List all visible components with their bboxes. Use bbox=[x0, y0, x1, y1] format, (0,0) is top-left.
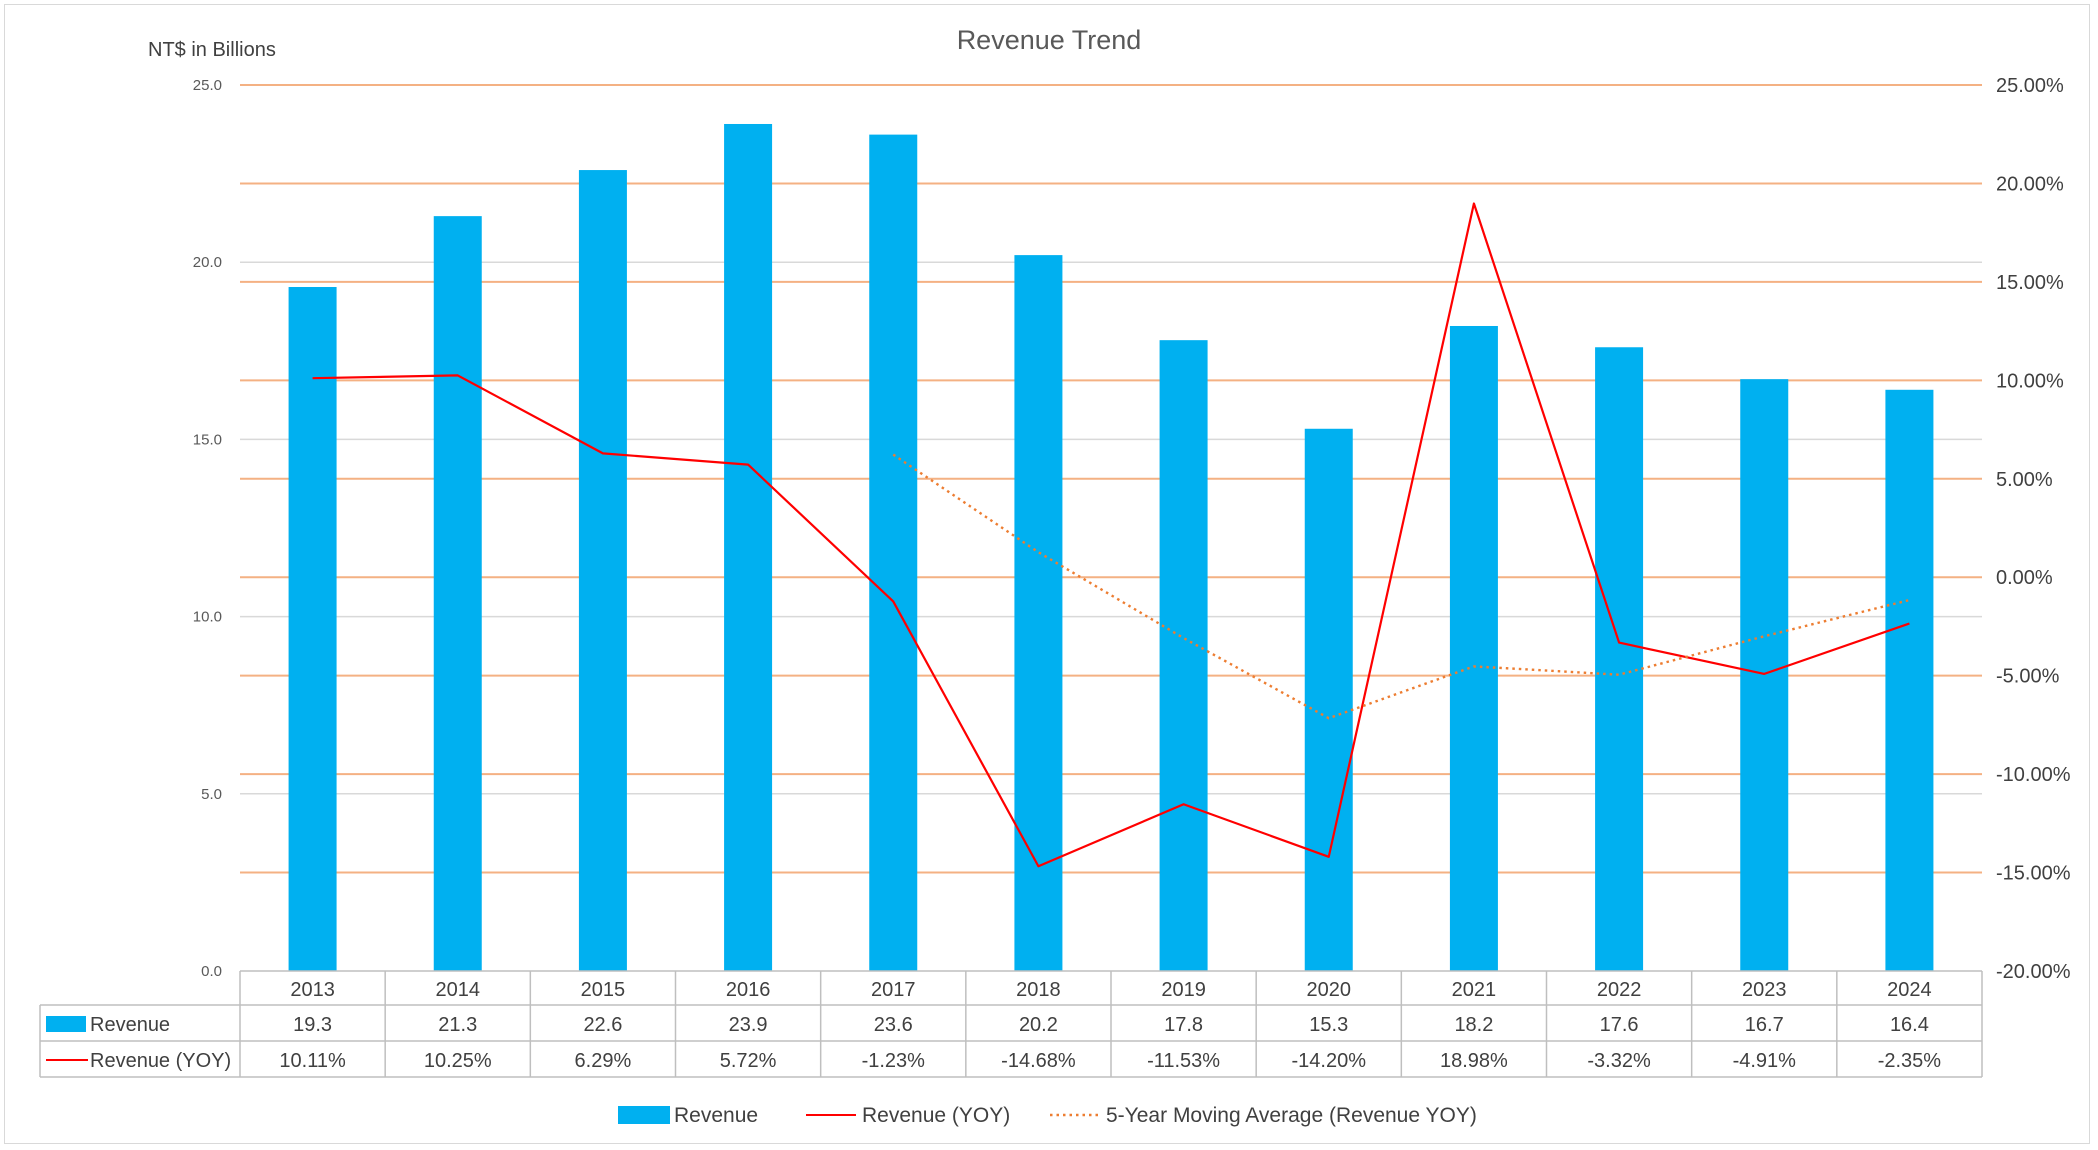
left-tick-label: 0.0 bbox=[201, 963, 222, 980]
revenue-value: 15.3 bbox=[1309, 1014, 1348, 1036]
yoy-lines bbox=[312, 202, 1910, 868]
right-tick-label: -5.00% bbox=[1996, 666, 2060, 688]
moving-average-line bbox=[892, 453, 1910, 720]
right-tick-label: 10.00% bbox=[1996, 370, 2064, 392]
right-tick-label: -20.00% bbox=[1996, 961, 2071, 983]
yoy-value: -4.91% bbox=[1733, 1050, 1797, 1072]
yoy-value: 18.98% bbox=[1440, 1050, 1508, 1072]
yoy-row-label: Revenue (YOY) bbox=[90, 1050, 231, 1072]
revenue-value: 17.8 bbox=[1164, 1014, 1203, 1036]
category-label: 2022 bbox=[1597, 979, 1642, 1001]
revenue-bar bbox=[724, 123, 773, 971]
revenue-bar bbox=[1885, 389, 1934, 971]
category-label: 2023 bbox=[1742, 979, 1787, 1001]
revenue-bars bbox=[288, 123, 1934, 972]
right-tick-label: -15.00% bbox=[1996, 863, 2071, 885]
revenue-bar bbox=[433, 216, 482, 972]
chart-frame bbox=[4, 4, 2090, 1144]
yoy-value: 6.29% bbox=[575, 1050, 632, 1072]
left-axis-title: NT$ in Billions bbox=[148, 39, 276, 61]
category-label: 2014 bbox=[436, 979, 481, 1001]
left-tick-label: 20.0 bbox=[193, 254, 222, 271]
right-tick-label: 20.00% bbox=[1996, 173, 2064, 195]
yoy-value: -1.23% bbox=[862, 1050, 926, 1072]
category-label: 2020 bbox=[1307, 979, 1352, 1001]
yoy-value: 10.25% bbox=[424, 1050, 492, 1072]
yoy-value: -11.53% bbox=[1147, 1050, 1220, 1072]
axes: 0.0 5.0 10.0 15.0 20.0 25.0 -20.00% -15.00% -10.… bbox=[193, 75, 2071, 983]
left-tick-label: 25.0 bbox=[193, 77, 222, 94]
revenue-value: 23.6 bbox=[874, 1014, 913, 1036]
category-label: 2016 bbox=[726, 979, 771, 1001]
revenue-value: 23.9 bbox=[729, 1014, 768, 1036]
category-label: 2013 bbox=[290, 979, 335, 1001]
left-tick-label: 10.0 bbox=[193, 609, 222, 626]
category-label: 2017 bbox=[871, 979, 916, 1001]
category-label: 2018 bbox=[1016, 979, 1061, 1001]
chart-title: Revenue Trend bbox=[957, 25, 1142, 55]
revenue-bar bbox=[288, 287, 337, 971]
revenue-value: 22.6 bbox=[583, 1014, 622, 1036]
yoy-value: 5.72% bbox=[720, 1050, 777, 1072]
revenue-bar bbox=[578, 170, 627, 971]
revenue-value: 16.7 bbox=[1745, 1014, 1784, 1036]
legend-label-moving-average: 5-Year Moving Average (Revenue YOY) bbox=[1106, 1104, 1477, 1127]
yoy-value: -2.35% bbox=[1878, 1050, 1942, 1072]
legend-label-revenue: Revenue bbox=[674, 1104, 758, 1127]
revenue-bar bbox=[1159, 340, 1208, 972]
revenue-row-label: Revenue bbox=[90, 1014, 170, 1036]
legend: Revenue Revenue (YOY) 5-Year Moving Averag… bbox=[618, 1104, 1477, 1127]
legend-swatch-revenue bbox=[618, 1106, 670, 1124]
right-tick-label: 15.00% bbox=[1996, 272, 2064, 294]
revenue-bar bbox=[1014, 255, 1063, 971]
yoy-value: -3.32% bbox=[1587, 1050, 1651, 1072]
revenue-bar bbox=[1595, 347, 1644, 972]
right-tick-label: -10.00% bbox=[1996, 764, 2071, 786]
revenue-bar bbox=[1740, 379, 1789, 972]
revenue-value: 16.4 bbox=[1890, 1014, 1929, 1036]
revenue-bar bbox=[1449, 325, 1498, 971]
yoy-value: -14.68% bbox=[1001, 1050, 1076, 1072]
revenue-bar bbox=[869, 134, 918, 972]
right-tick-label: 5.00% bbox=[1996, 469, 2053, 491]
left-axis-gridlines bbox=[240, 84, 1982, 795]
legend-label-yoy: Revenue (YOY) bbox=[862, 1104, 1010, 1127]
revenue-value: 21.3 bbox=[438, 1014, 477, 1036]
category-label: 2015 bbox=[581, 979, 626, 1001]
left-tick-label: 15.0 bbox=[193, 431, 222, 448]
data-table: 2013 2014 2015 2016 2017 2018 2019 2020 2021 2022… bbox=[39, 971, 1983, 1078]
revenue-bar bbox=[1304, 428, 1353, 971]
yoy-value: 10.11% bbox=[279, 1050, 346, 1072]
revenue-row-swatch bbox=[46, 1016, 86, 1032]
category-label: 2021 bbox=[1452, 979, 1497, 1001]
right-tick-label: 0.00% bbox=[1996, 567, 2053, 589]
left-tick-label: 5.0 bbox=[201, 786, 222, 803]
revenue-value: 17.6 bbox=[1600, 1014, 1639, 1036]
revenue-value: 20.2 bbox=[1019, 1014, 1058, 1036]
revenue-value: 19.3 bbox=[293, 1014, 332, 1036]
right-tick-label: 25.00% bbox=[1996, 75, 2064, 97]
category-label: 2019 bbox=[1161, 979, 1206, 1001]
revenue-value: 18.2 bbox=[1454, 1014, 1493, 1036]
right-axis-gridlines bbox=[240, 84, 1982, 874]
category-label: 2024 bbox=[1887, 979, 1932, 1001]
revenue-yoy-line bbox=[312, 202, 1910, 868]
yoy-value: -14.20% bbox=[1292, 1050, 1367, 1072]
